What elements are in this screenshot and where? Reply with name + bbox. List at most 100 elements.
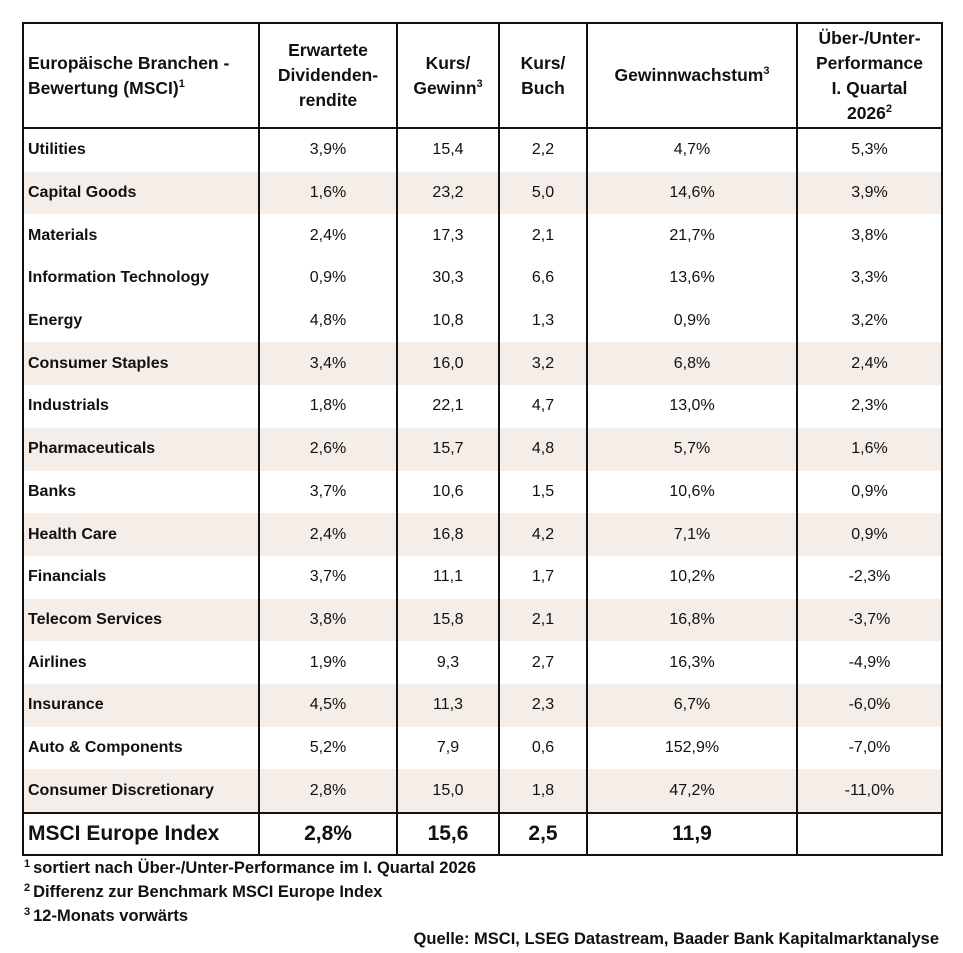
performance-cell: 2,4% [797,342,942,386]
table-row: Health Care 2,4% 16,8 4,2 7,1% 0,9% [23,513,942,556]
earnings-growth-cell: 5,7% [587,427,798,471]
index-name: MSCI Europe Index [23,812,260,855]
dividend-yield-cell: 1,8% [259,385,398,428]
sector-name: Consumer Staples [23,342,260,386]
index-price-earnings: 15,6 [397,812,500,855]
price-earnings-cell: 16,0 [397,342,500,386]
footnote-text: Differenz zur Benchmark MSCI Europe Inde… [33,883,383,901]
dividend-yield-cell: 3,4% [259,342,398,386]
table-row: Airlines 1,9% 9,3 2,7 16,3% -4,9% [23,641,942,684]
price-earnings-cell: 23,2 [397,171,500,215]
earnings-growth-cell: 16,8% [587,598,798,642]
dividend-yield-cell: 2,8% [259,769,398,813]
table-row: Energy 4,8% 10,8 1,3 0,9% 3,2% [23,299,942,343]
earnings-growth-cell: 7,1% [587,513,798,556]
earnings-growth-cell: 6,8% [587,342,798,386]
table-row: Utilities 3,9% 15,4 2,2 4,7% 5,3% [23,128,942,172]
price-book-cell: 2,3 [499,683,588,727]
performance-cell: -2,3% [848,568,891,586]
sector-name: Telecom Services [23,598,260,642]
footnote: 1 sortiert nach Über-/Unter-Performance i… [24,856,476,880]
sector-name: Health Care [23,513,260,556]
index-summary-row: MSCI Europe Index 2,8% 15,6 2,5 11,9 [23,812,942,855]
earnings-growth-cell: 10,6% [587,470,798,514]
earnings-growth-cell: 4,7% [587,128,798,172]
footnote-text: sortiert nach Über-/Unter-Performance im… [33,859,477,877]
dividend-yield-cell: 1,6% [259,171,398,215]
table-row: Consumer Discretionary 2,8% 15,0 1,8 47,2% -1… [23,769,942,813]
table-row: Pharmaceuticals 2,6% 15,7 4,8 5,7% 1,6% [23,427,942,471]
sector-name: Insurance [23,683,260,727]
header-sector: Europäische Branchen - Bewertung (MSCI)1 [23,23,260,129]
performance-cell: -6,0% [797,683,942,727]
price-earnings-cell: 9,3 [397,641,500,684]
table-row: Industrials 1,8% 22,1 4,7 13,0% 2,3% [23,385,942,428]
header-performance: Über-/Unter- Performance I. Quartal 20262 [797,23,942,129]
sector-name: Utilities [23,128,260,172]
footnotes: 1 sortiert nach Über-/Unter-Performance i… [24,856,476,928]
earnings-growth-cell: 10,2% [587,555,798,599]
earnings-growth-cell: 13,6% [587,257,798,300]
dividend-yield-cell: 1,9% [259,641,398,684]
price-earnings-cell: 10,8 [397,299,500,343]
price-book-cell: 0,6 [499,726,588,770]
price-earnings-cell: 17,3 [397,214,500,258]
price-book-cell: 2,2 [499,128,588,172]
footnote-mark: 1 [24,857,31,870]
price-earnings-cell: 15,4 [397,128,500,172]
earnings-growth-cell: 152,9% [587,726,798,770]
performance-cell: 2,3% [851,397,888,415]
sector-name: Consumer Discretionary [23,769,260,813]
footnote-mark: 3 [24,905,31,918]
dividend-yield-cell: 3,7% [259,470,398,514]
price-earnings-cell: 22,1 [397,385,500,428]
price-book-cell: 1,7 [499,555,588,599]
table-row: Capital Goods 1,6% 23,2 5,0 14,6% 3,9% [23,171,942,215]
price-book-cell: 2,7 [499,641,588,684]
sector-name: Banks [23,470,260,514]
earnings-growth-cell: 21,7% [587,214,798,258]
sector-name: Materials [23,214,260,258]
performance-cell: 0,9% [851,482,888,500]
dividend-yield-cell: 4,5% [259,683,398,727]
performance-cell: 1,6% [797,427,942,471]
sector-name: Energy [23,299,260,343]
dividend-yield-cell: 4,8% [259,299,398,343]
table-row: Financials 3,7% 11,1 1,7 10,2% -2,3% [23,555,942,599]
sector-name: Airlines [23,641,260,684]
earnings-growth-cell: 14,6% [587,171,798,215]
footnote-mark: 2 [24,881,31,894]
sector-name: Auto & Components [23,726,260,770]
performance-cell: 3,9% [797,171,942,215]
price-book-cell: 5,0 [499,171,588,215]
table-row: Banks 3,7% 10,6 1,5 10,6% 0,9% [23,470,942,514]
dividend-yield-cell: 3,7% [259,555,398,599]
performance-cell: -7,0% [848,738,891,756]
performance-cell: 3,3% [851,269,888,287]
footnote: 2 Differenz zur Benchmark MSCI Europe Ind… [24,880,476,904]
earnings-growth-cell: 6,7% [587,683,798,727]
header-price-earnings: Kurs/Gewinn3 [397,23,500,129]
table-header-row: Europäische Branchen - Bewertung (MSCI)1… [23,23,942,129]
price-earnings-cell: 15,7 [397,427,500,471]
price-book-cell: 6,6 [499,257,588,300]
performance-cell: 3,2% [851,312,888,330]
price-book-cell: 1,5 [499,470,588,514]
table-row: Telecom Services 3,8% 15,8 2,1 16,8% -3,7% [23,598,942,642]
table-row: Materials 2,4% 17,3 2,1 21,7% 3,8% [23,214,942,258]
price-earnings-cell: 30,3 [397,257,500,300]
price-book-cell: 1,3 [499,299,588,343]
source-note: Quelle: MSCI, LSEG Datastream, Baader Ba… [413,930,939,948]
header-earnings-growth: Gewinnwachstum3 [587,23,798,129]
earnings-growth-cell: 0,9% [587,299,798,343]
sector-name: Industrials [23,385,260,428]
price-earnings-cell: 11,1 [397,555,500,599]
price-earnings-cell: 15,8 [397,598,500,642]
price-book-cell: 4,8 [499,427,588,471]
performance-cell: -11,0% [797,769,942,813]
price-book-cell: 4,7 [499,385,588,428]
table-row: Consumer Staples 3,4% 16,0 3,2 6,8% 2,4% [23,342,942,386]
header-price-book: Kurs/Buch [499,23,588,129]
price-book-cell: 3,2 [499,342,588,386]
dividend-yield-cell: 2,4% [259,513,398,556]
